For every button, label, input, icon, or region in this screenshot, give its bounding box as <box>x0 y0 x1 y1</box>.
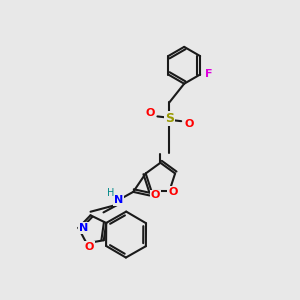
Text: H: H <box>107 188 114 198</box>
Text: N: N <box>79 223 88 233</box>
Text: O: O <box>168 187 178 197</box>
Text: O: O <box>151 190 160 200</box>
Text: O: O <box>145 108 154 118</box>
Text: N: N <box>114 195 123 205</box>
Text: O: O <box>84 242 94 252</box>
Text: F: F <box>205 69 212 79</box>
Text: S: S <box>165 112 174 125</box>
Text: O: O <box>184 119 194 129</box>
